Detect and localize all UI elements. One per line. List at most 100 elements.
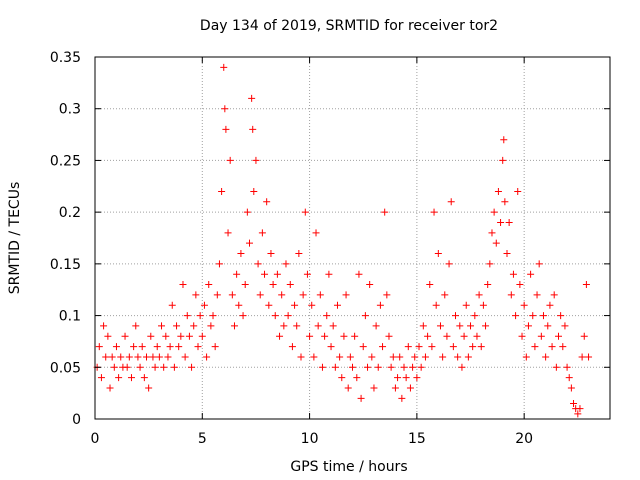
data-point [353,374,361,382]
data-point [559,343,567,351]
data-point [514,187,522,195]
data-point [222,125,230,133]
data-point [284,312,292,320]
data-point [456,322,464,330]
data-point [484,281,492,289]
data-point [370,384,378,392]
y-tick-label: 0 [72,412,81,428]
data-point [447,198,455,206]
data-point [252,156,260,164]
data-point [218,187,226,195]
data-point [331,363,339,371]
data-point [215,260,223,268]
data-point [424,332,432,340]
data-point [509,270,517,278]
data-point [166,343,174,351]
data-point [464,353,472,361]
data-point [198,332,206,340]
data-point [323,312,331,320]
chart-title: Day 134 of 2019, SRMTID for receiver tor… [200,18,498,34]
data-point [248,94,256,102]
data-point [518,332,526,340]
data-point [123,363,131,371]
data-point [436,322,444,330]
data-point [546,301,554,309]
data-point [188,363,196,371]
data-point [329,322,337,330]
data-point [312,229,320,237]
data-point [368,353,376,361]
data-point [516,281,524,289]
data-point [415,343,423,351]
data-point [207,322,215,330]
data-point [140,374,148,382]
data-point [226,156,234,164]
data-point [211,343,219,351]
data-point [106,384,114,392]
y-tick-label: 0.15 [50,257,81,273]
data-point [228,291,236,299]
data-point [261,270,269,278]
data-point [115,374,123,382]
data-point [557,312,565,320]
points-layer [93,63,593,418]
data-point [213,291,221,299]
y-tick-label: 0.1 [59,309,81,325]
data-point [381,208,389,216]
data-point [209,312,217,320]
data-point [578,353,586,361]
data-point [196,312,204,320]
data-point [297,353,305,361]
data-point [203,353,211,361]
data-point [164,353,172,361]
data-point [379,343,387,351]
data-point [233,270,241,278]
data-point [473,332,481,340]
data-point [340,332,348,340]
data-point [301,208,309,216]
data-point [486,260,494,268]
x-tick-label: 5 [198,431,207,447]
data-point [239,312,247,320]
data-point [224,229,232,237]
data-point [387,363,395,371]
data-point [555,332,562,340]
data-point [428,343,436,351]
x-tick-label: 0 [91,431,100,447]
data-point [241,281,249,289]
data-point [237,250,245,258]
data-point [434,250,442,258]
data-point [230,322,238,330]
data-point [338,374,346,382]
data-point [582,281,590,289]
data-point [258,229,266,237]
data-point [282,260,290,268]
data-point [419,322,427,330]
data-point [364,363,372,371]
data-point [102,353,110,361]
data-point [168,301,176,309]
data-point [417,363,425,371]
data-point [402,374,410,382]
data-point [162,332,170,340]
data-point [303,270,311,278]
data-point [398,394,406,402]
data-point [357,394,365,402]
data-point [104,332,112,340]
data-point [458,363,466,371]
data-point [267,250,275,258]
data-point [580,332,588,340]
data-point [548,343,556,351]
data-point [308,301,316,309]
data-point [149,353,157,361]
data-point [574,410,582,418]
data-point [469,343,477,351]
data-point [372,322,380,330]
data-point [497,218,505,226]
data-point [563,363,571,371]
data-point [396,353,404,361]
data-point [127,374,135,382]
data-point [479,301,487,309]
data-point [138,343,146,351]
